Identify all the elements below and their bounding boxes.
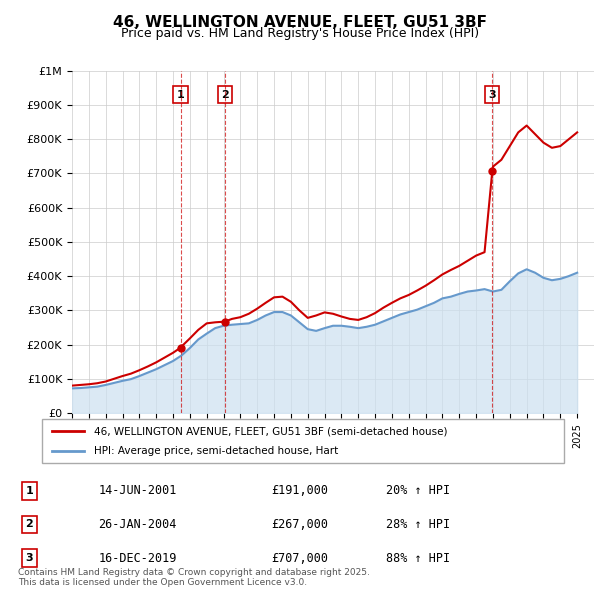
Text: 20% ↑ HPI: 20% ↑ HPI xyxy=(386,484,451,497)
Text: 2: 2 xyxy=(25,519,33,529)
Text: Price paid vs. HM Land Registry's House Price Index (HPI): Price paid vs. HM Land Registry's House … xyxy=(121,27,479,40)
Text: £191,000: £191,000 xyxy=(271,484,328,497)
Text: Contains HM Land Registry data © Crown copyright and database right 2025.
This d: Contains HM Land Registry data © Crown c… xyxy=(18,568,370,587)
Text: 46, WELLINGTON AVENUE, FLEET, GU51 3BF: 46, WELLINGTON AVENUE, FLEET, GU51 3BF xyxy=(113,15,487,30)
Text: 3: 3 xyxy=(488,90,496,100)
Text: 26-JAN-2004: 26-JAN-2004 xyxy=(98,518,177,531)
Text: 14-JUN-2001: 14-JUN-2001 xyxy=(98,484,177,497)
Text: £707,000: £707,000 xyxy=(271,552,328,565)
Text: 3: 3 xyxy=(25,553,33,563)
FancyBboxPatch shape xyxy=(42,419,564,463)
Text: HPI: Average price, semi-detached house, Hart: HPI: Average price, semi-detached house,… xyxy=(94,446,338,455)
Text: 1: 1 xyxy=(177,90,184,100)
Text: £267,000: £267,000 xyxy=(271,518,328,531)
Text: 1: 1 xyxy=(25,486,33,496)
Text: 2: 2 xyxy=(221,90,229,100)
Text: 46, WELLINGTON AVENUE, FLEET, GU51 3BF (semi-detached house): 46, WELLINGTON AVENUE, FLEET, GU51 3BF (… xyxy=(94,427,448,436)
Text: 28% ↑ HPI: 28% ↑ HPI xyxy=(386,518,451,531)
Text: 16-DEC-2019: 16-DEC-2019 xyxy=(98,552,177,565)
Text: 88% ↑ HPI: 88% ↑ HPI xyxy=(386,552,451,565)
